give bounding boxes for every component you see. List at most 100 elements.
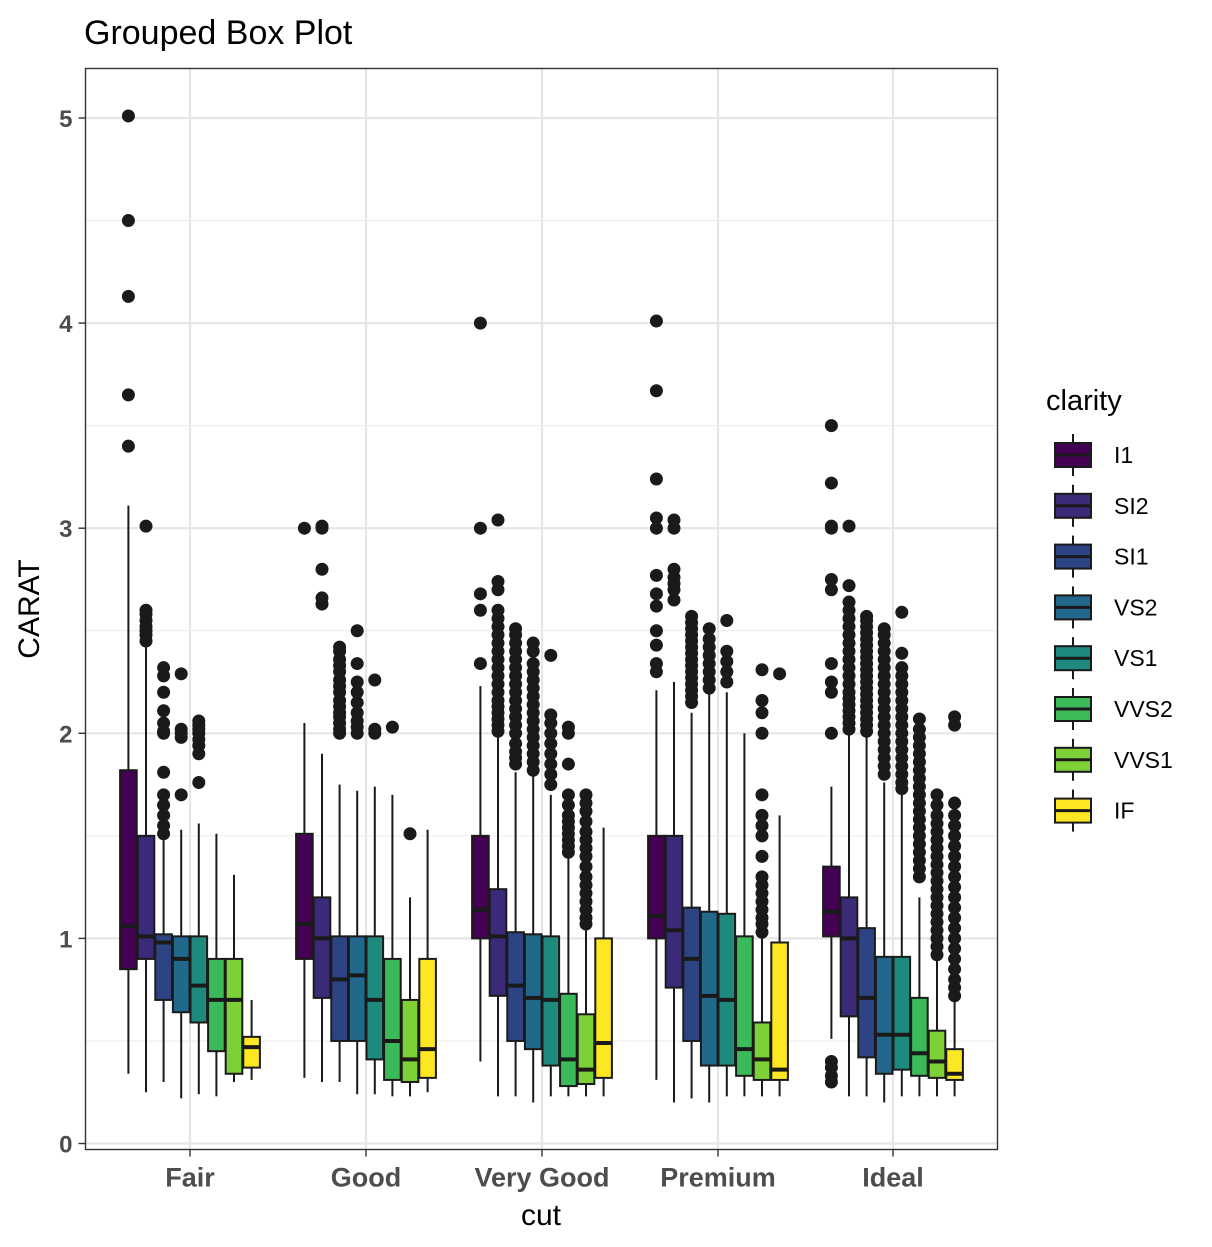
box [171, 935, 191, 1014]
outlier-point [315, 519, 329, 533]
outlier-point [157, 819, 171, 833]
box [242, 1035, 261, 1069]
outlier-point [948, 849, 962, 863]
outlier-point [121, 388, 135, 402]
box [822, 865, 841, 938]
box [752, 1021, 772, 1081]
outlier-point [174, 722, 188, 736]
outlier-point [403, 827, 417, 841]
outlier-point [157, 685, 171, 699]
x-tick-label: Good [331, 1163, 401, 1193]
outlier-point [755, 849, 769, 863]
outlier-point [877, 622, 891, 636]
outlier-point [121, 289, 135, 303]
outlier-point [649, 314, 663, 328]
box [207, 957, 226, 1053]
x-tick-label: Very Good [474, 1163, 609, 1193]
outlier-point [649, 657, 663, 671]
outlier-point [350, 706, 364, 720]
outlier-point [157, 704, 171, 718]
box [699, 910, 719, 1067]
box-group-good [295, 519, 437, 1097]
outlier-point [948, 921, 962, 935]
outlier-point [544, 747, 558, 761]
outlier-point [649, 384, 663, 398]
outlier-point [649, 568, 663, 582]
legend-label: VVS2 [1114, 696, 1173, 722]
outlier-point [350, 657, 364, 671]
legend-item-si1: SI1 [1054, 535, 1149, 578]
outlier-point [860, 609, 874, 623]
outlier-point [473, 316, 487, 330]
outlier-point [824, 583, 838, 597]
outlier-point [948, 972, 962, 986]
outlier-point [895, 646, 909, 660]
box-group-very-good [471, 316, 613, 1103]
outlier-point [579, 825, 593, 839]
legend-item-vvs2: VVS2 [1054, 688, 1173, 730]
outlier-point [773, 667, 787, 681]
box [330, 935, 349, 1042]
outlier-point [473, 657, 487, 671]
outlier-point [842, 579, 856, 593]
y-tick-label: 4 [59, 311, 73, 338]
outlier-point [948, 931, 962, 945]
outlier-point [121, 109, 135, 123]
y-tick-label: 3 [59, 516, 72, 543]
outlier-point [755, 808, 769, 822]
outlier-point [755, 829, 769, 843]
legend: clarity I1 SI2 SI1 VS2 VS1 VVS2 VVS1 IF [1046, 385, 1173, 832]
outlier-point [544, 726, 558, 740]
outlier-point [544, 767, 558, 781]
legend-label: SI2 [1114, 493, 1149, 519]
outlier-point [912, 722, 926, 736]
outlier-point [649, 624, 663, 638]
outlier-point [755, 706, 769, 720]
outlier-point [192, 776, 206, 790]
outlier-point [948, 870, 962, 884]
outlier-point [192, 714, 206, 728]
outlier-point [139, 603, 153, 617]
outlier-point [948, 839, 962, 853]
outlier-point [824, 519, 838, 533]
outlier-point [930, 808, 944, 822]
outlier-point [350, 696, 364, 710]
outlier-point [649, 587, 663, 601]
outlier-point [824, 476, 838, 490]
box [664, 834, 684, 989]
legend-item-vs1: VS1 [1054, 637, 1157, 680]
legend-item-i1: I1 [1054, 434, 1133, 476]
outlier-point [895, 661, 909, 675]
outlier-point [948, 911, 962, 925]
outlier-point [755, 870, 769, 884]
x-tick-label: Ideal [862, 1163, 924, 1193]
outlier-point [824, 572, 838, 586]
box [383, 957, 402, 1081]
outlier-point [544, 708, 558, 722]
outlier-point [333, 640, 347, 654]
box [717, 912, 737, 1067]
box [400, 998, 420, 1083]
outlier-point [157, 798, 171, 812]
outlier-point [649, 521, 663, 535]
outlier-point [491, 513, 505, 527]
y-tick-label: 2 [59, 721, 72, 748]
outlier-point [948, 880, 962, 894]
outlier-point [473, 587, 487, 601]
outlier-point [842, 595, 856, 609]
outlier-point [561, 788, 575, 802]
outlier-point [720, 665, 734, 679]
outlier-point [368, 722, 382, 736]
outlier-point [824, 419, 838, 433]
outlier-point [948, 829, 962, 843]
box [119, 769, 138, 971]
outlier-point [667, 593, 681, 607]
outlier-point [667, 562, 681, 576]
outlier-point [895, 605, 909, 619]
y-axis: 0 1 2 3 4 5 [59, 106, 86, 1159]
legend-label: VS1 [1114, 645, 1157, 671]
y-tick-label: 5 [59, 106, 72, 133]
legend-item-si2: SI2 [1054, 484, 1149, 527]
outlier-point [685, 609, 699, 623]
